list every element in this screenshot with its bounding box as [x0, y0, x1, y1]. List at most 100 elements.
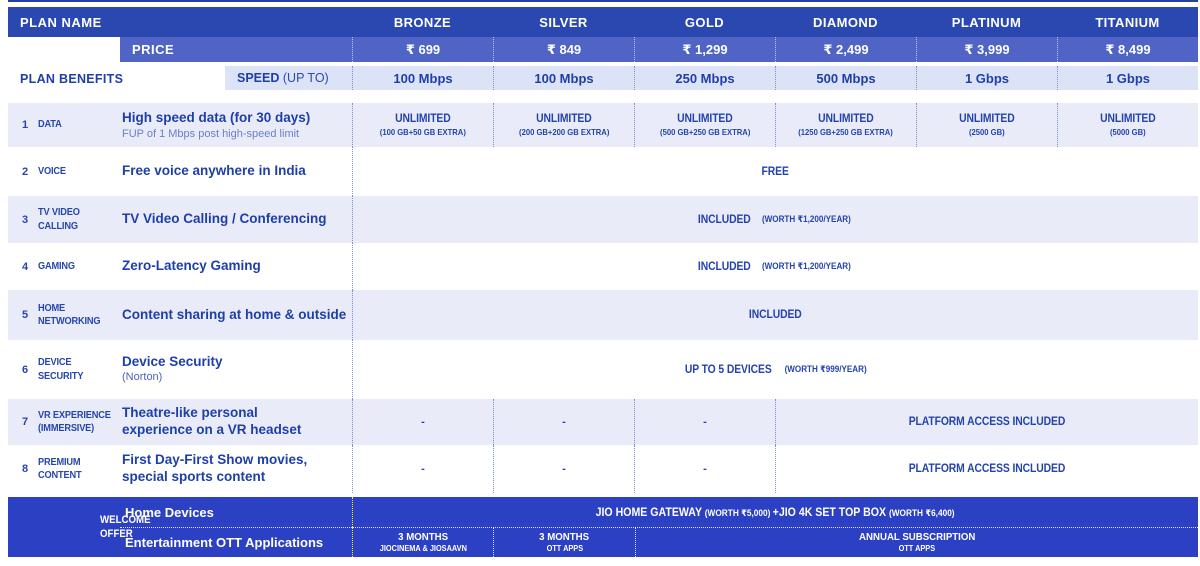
home-devices-row: Home Devices JIO HOME GATEWAY (WORTH ₹5,…: [8, 497, 1198, 527]
benefit-description: First Day-First Show movies, special spor…: [122, 452, 308, 484]
plan-name-label: PLAN NAME: [20, 14, 102, 30]
ott-cell-bronze: 3 MONTHS JIOCINEMA & JIOSAAVN: [352, 527, 493, 557]
benefit-row: 7 VR EXPERIENCE (IMMERSIVE) Theatre-like pe…: [8, 399, 1198, 445]
benefit-value-cell: UNLIMITED (200 GB+200 GB EXTRA): [493, 103, 634, 147]
benefit-value-span: UP TO 5 DEVICES (WORTH ₹999/YEAR): [352, 340, 1198, 399]
benefit-name-line: SECURITY: [38, 369, 84, 382]
speed-label: SPEED (UP TO): [237, 71, 329, 85]
ott-cell-gold-to-titanium: ANNUAL SUBSCRIPTION OTT APPS: [635, 527, 1198, 557]
benefit-description: Free voice anywhere in India: [122, 163, 306, 179]
benefit-value-cell: -: [493, 445, 634, 493]
benefit-name-line: CALLING: [38, 219, 78, 232]
benefit-number: 8: [22, 463, 29, 475]
home-devices-value: JIO HOME GATEWAY (WORTH ₹5,000) +JIO 4K …: [352, 497, 1198, 527]
speed-bronze: 100 Mbps: [352, 66, 493, 90]
home-devices-label: Home Devices: [125, 504, 214, 520]
plan-name-platinum: PLATINUM: [951, 14, 1022, 30]
benefit-name-line: NETWORKING: [38, 315, 101, 327]
speed-row: SPEED (UP TO) 100 Mbps 100 Mbps 250 Mbps…: [225, 66, 1198, 90]
benefit-row: 6 DEVICE SECURITY Device Security (Norton) U…: [8, 340, 1198, 399]
benefit-row: 3 TV VIDEO CALLING TV Video Calling / Confe…: [8, 196, 1198, 243]
welcome-offer-band: WELCOME OFFER Home Devices JIO HOME GATE…: [8, 497, 1198, 557]
benefit-name: HOME NETWORKING: [38, 302, 122, 328]
price-bronze: ₹ 699: [352, 37, 493, 62]
benefit-description: TV Video Calling / Conferencing: [122, 211, 327, 227]
plan-name-silver: SILVER: [539, 14, 588, 30]
plan-name-gold: GOLD: [684, 14, 725, 30]
benefit-row: 4 GAMING Zero-Latency Gaming INCLUDED (WORTH…: [8, 243, 1198, 290]
speed-platinum: 1 Gbps: [916, 66, 1057, 90]
benefit-name: VR EXPERIENCE (IMMERSIVE): [38, 409, 122, 435]
benefit-description: Device Security (Norton): [122, 354, 352, 385]
dash-value: -: [703, 416, 707, 428]
benefit-number: 3: [22, 213, 29, 226]
benefit-number: 6: [22, 363, 29, 376]
benefit-description: Content sharing at home & outside: [122, 306, 347, 322]
plan-name-titanium: TITANIUM: [1095, 14, 1160, 30]
benefit-name: DATA: [38, 118, 122, 131]
benefit-number: 1: [22, 119, 29, 131]
dash-value: -: [562, 416, 566, 428]
benefit-name-line: PREMIUM: [38, 455, 81, 468]
ott-label: Entertainment OTT Applications: [125, 534, 324, 550]
benefit-value-cell: UNLIMITED (2500 GB): [916, 103, 1057, 147]
benefit-row: 2 VOICE Free voice anywhere in India FREE: [8, 147, 1198, 196]
benefit-name-line: DATA: [38, 118, 62, 131]
price-gold: ₹ 1,299: [634, 37, 775, 62]
price-row: PRICE ₹ 699 ₹ 849 ₹ 1,299 ₹ 2,499 ₹ 3,99…: [120, 37, 1198, 62]
benefit-values: FREE: [352, 147, 1198, 196]
benefit-name: PREMIUM CONTENT: [38, 456, 122, 482]
benefit-name-line: VR EXPERIENCE: [38, 408, 111, 421]
benefit-values: - - - PLATFORM ACCESS INCLUDED: [352, 445, 1198, 493]
benefit-description: Zero-Latency Gaming: [122, 258, 261, 274]
dash-value: -: [703, 463, 707, 475]
benefit-number: 7: [22, 416, 29, 428]
benefit-number: 4: [22, 260, 29, 273]
price-platinum: ₹ 3,999: [916, 37, 1057, 62]
price-silver: ₹ 849: [493, 37, 634, 62]
ott-row: Entertainment OTT Applications 3 MONTHS …: [8, 527, 1198, 557]
speed-diamond: 500 Mbps: [775, 66, 916, 90]
home-devices-value-segment: (WORTH ₹6,400): [889, 508, 955, 518]
benefit-row: 1 DATA High speed data (for 30 days) FUP of…: [8, 103, 1198, 147]
benefit-value-span: INCLUDED (WORTH ₹1,200/YEAR): [352, 243, 1198, 290]
dash-value: -: [562, 463, 566, 475]
benefit-value-cell: -: [634, 445, 775, 493]
benefit-value-cell: UNLIMITED (100 GB+50 GB EXTRA): [352, 103, 493, 147]
benefit-values: - - - PLATFORM ACCESS INCLUDED: [352, 399, 1198, 445]
home-devices-value-segment: (WORTH ₹5,000): [705, 508, 774, 518]
benefit-name-line: GAMING: [38, 259, 75, 272]
home-devices-value-segment: +JIO 4K SET TOP BOX: [773, 507, 890, 519]
benefit-values: UP TO 5 DEVICES (WORTH ₹999/YEAR): [352, 340, 1198, 399]
plan-name-bronze: BRONZE: [393, 14, 452, 30]
price-titanium: ₹ 8,499: [1057, 37, 1198, 62]
price-diamond: ₹ 2,499: [775, 37, 916, 62]
benefit-value-span: PLATFORM ACCESS INCLUDED: [775, 399, 1198, 445]
benefit-value-span: PLATFORM ACCESS INCLUDED: [775, 445, 1198, 493]
benefit-number: 5: [22, 309, 29, 321]
speed-gold: 250 Mbps: [634, 66, 775, 90]
dash-value: -: [421, 463, 425, 475]
benefit-value-span: INCLUDED (WORTH ₹1,200/YEAR): [352, 196, 1198, 243]
ott-cell-silver: 3 MONTHS OTT APPS: [493, 527, 635, 557]
benefit-row: 5 HOME NETWORKING Content sharing at home &…: [8, 290, 1198, 340]
speed-titanium: 1 Gbps: [1057, 66, 1198, 90]
benefit-value-cell: UNLIMITED (500 GB+250 GB EXTRA): [634, 103, 775, 147]
speed-silver: 100 Mbps: [493, 66, 634, 90]
benefit-name-line: (IMMERSIVE): [38, 422, 95, 434]
benefit-name-line: VOICE: [38, 164, 66, 177]
benefit-values: UNLIMITED (100 GB+50 GB EXTRA) UNLIMITED (2…: [352, 103, 1198, 147]
benefit-value-cell: -: [352, 399, 493, 445]
benefit-values: INCLUDED: [352, 290, 1198, 340]
benefit-values: INCLUDED (WORTH ₹1,200/YEAR): [352, 196, 1198, 243]
welcome-offer-label: WELCOME OFFER: [100, 513, 151, 540]
benefit-description: Theatre-like personal experience on a VR …: [122, 405, 302, 437]
benefit-name-line: HOME: [38, 301, 66, 314]
benefit-value-cell: -: [634, 399, 775, 445]
benefit-value-span: FREE: [352, 147, 1198, 196]
benefit-name: GAMING: [38, 260, 122, 273]
benefit-value-cell: -: [352, 445, 493, 493]
benefit-name: DEVICE SECURITY: [38, 356, 122, 382]
plan-header-row: PLAN NAME BRONZE SILVER GOLD DIAMOND PLA…: [8, 7, 1198, 37]
benefit-value-span: INCLUDED: [352, 290, 1198, 340]
